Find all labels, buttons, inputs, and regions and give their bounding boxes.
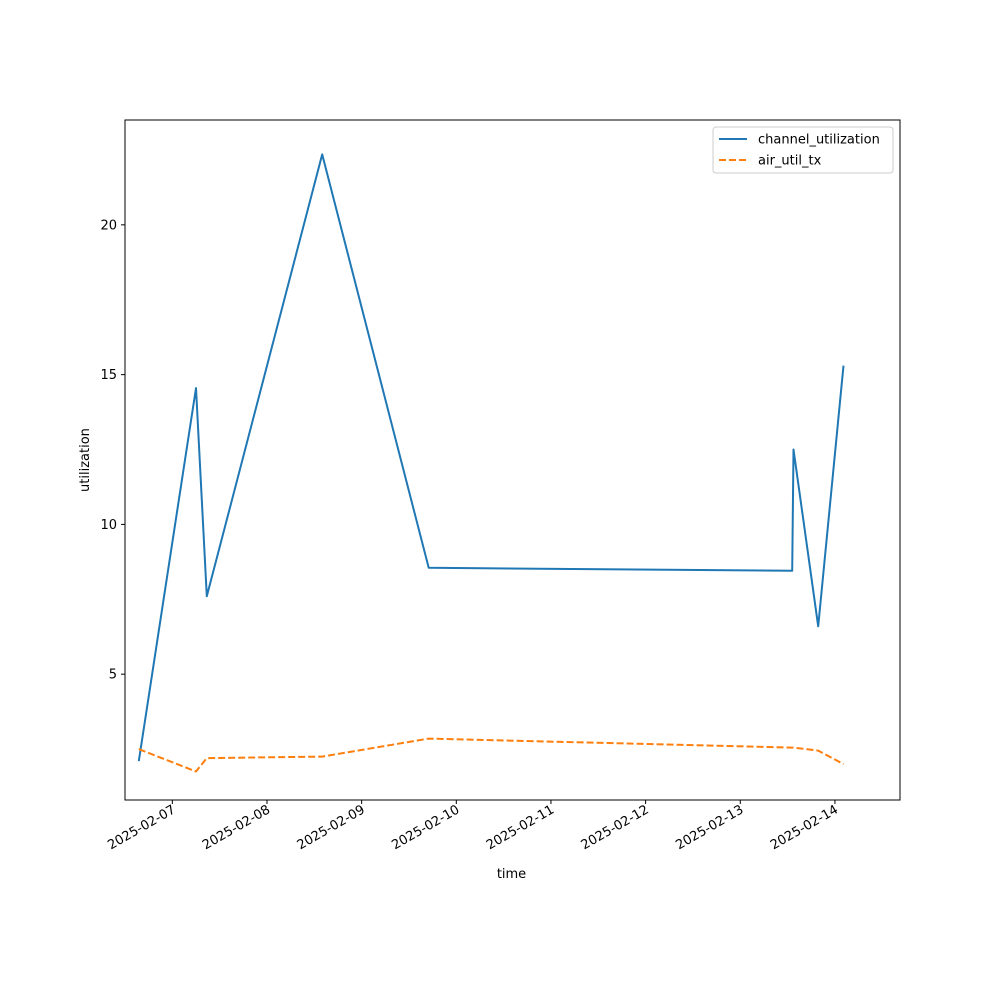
y-tick-label: 15 — [100, 368, 117, 383]
y-tick-label: 5 — [109, 668, 117, 683]
legend: channel_utilization air_util_tx — [712, 126, 894, 174]
x-tick-label: 2025-02-10 — [389, 802, 462, 853]
x-tick-label: 2025-02-13 — [673, 802, 746, 853]
x-tick-label: 2025-02-08 — [200, 802, 273, 853]
x-axis-label: time — [497, 867, 526, 882]
x-tick-label: 2025-02-11 — [484, 802, 557, 853]
series-layer — [137, 153, 845, 773]
x-tick-label: 2025-02-09 — [295, 802, 368, 853]
x-tick-label: 2025-02-14 — [768, 802, 841, 853]
series-line-air_util_tx — [138, 737, 844, 773]
y-axis-label: utilization — [78, 428, 93, 492]
legend-label: air_util_tx — [758, 154, 822, 169]
legend-box — [712, 126, 894, 174]
plot-frame — [124, 119, 901, 801]
y-tick-label: 10 — [100, 518, 117, 533]
y-tick-label: 20 — [100, 218, 117, 233]
x-tick-label: 2025-02-07 — [105, 802, 178, 853]
x-tick-label: 2025-02-12 — [579, 802, 652, 853]
legend-label: channel_utilization — [758, 133, 880, 148]
series-line-channel_utilization — [137, 153, 845, 762]
